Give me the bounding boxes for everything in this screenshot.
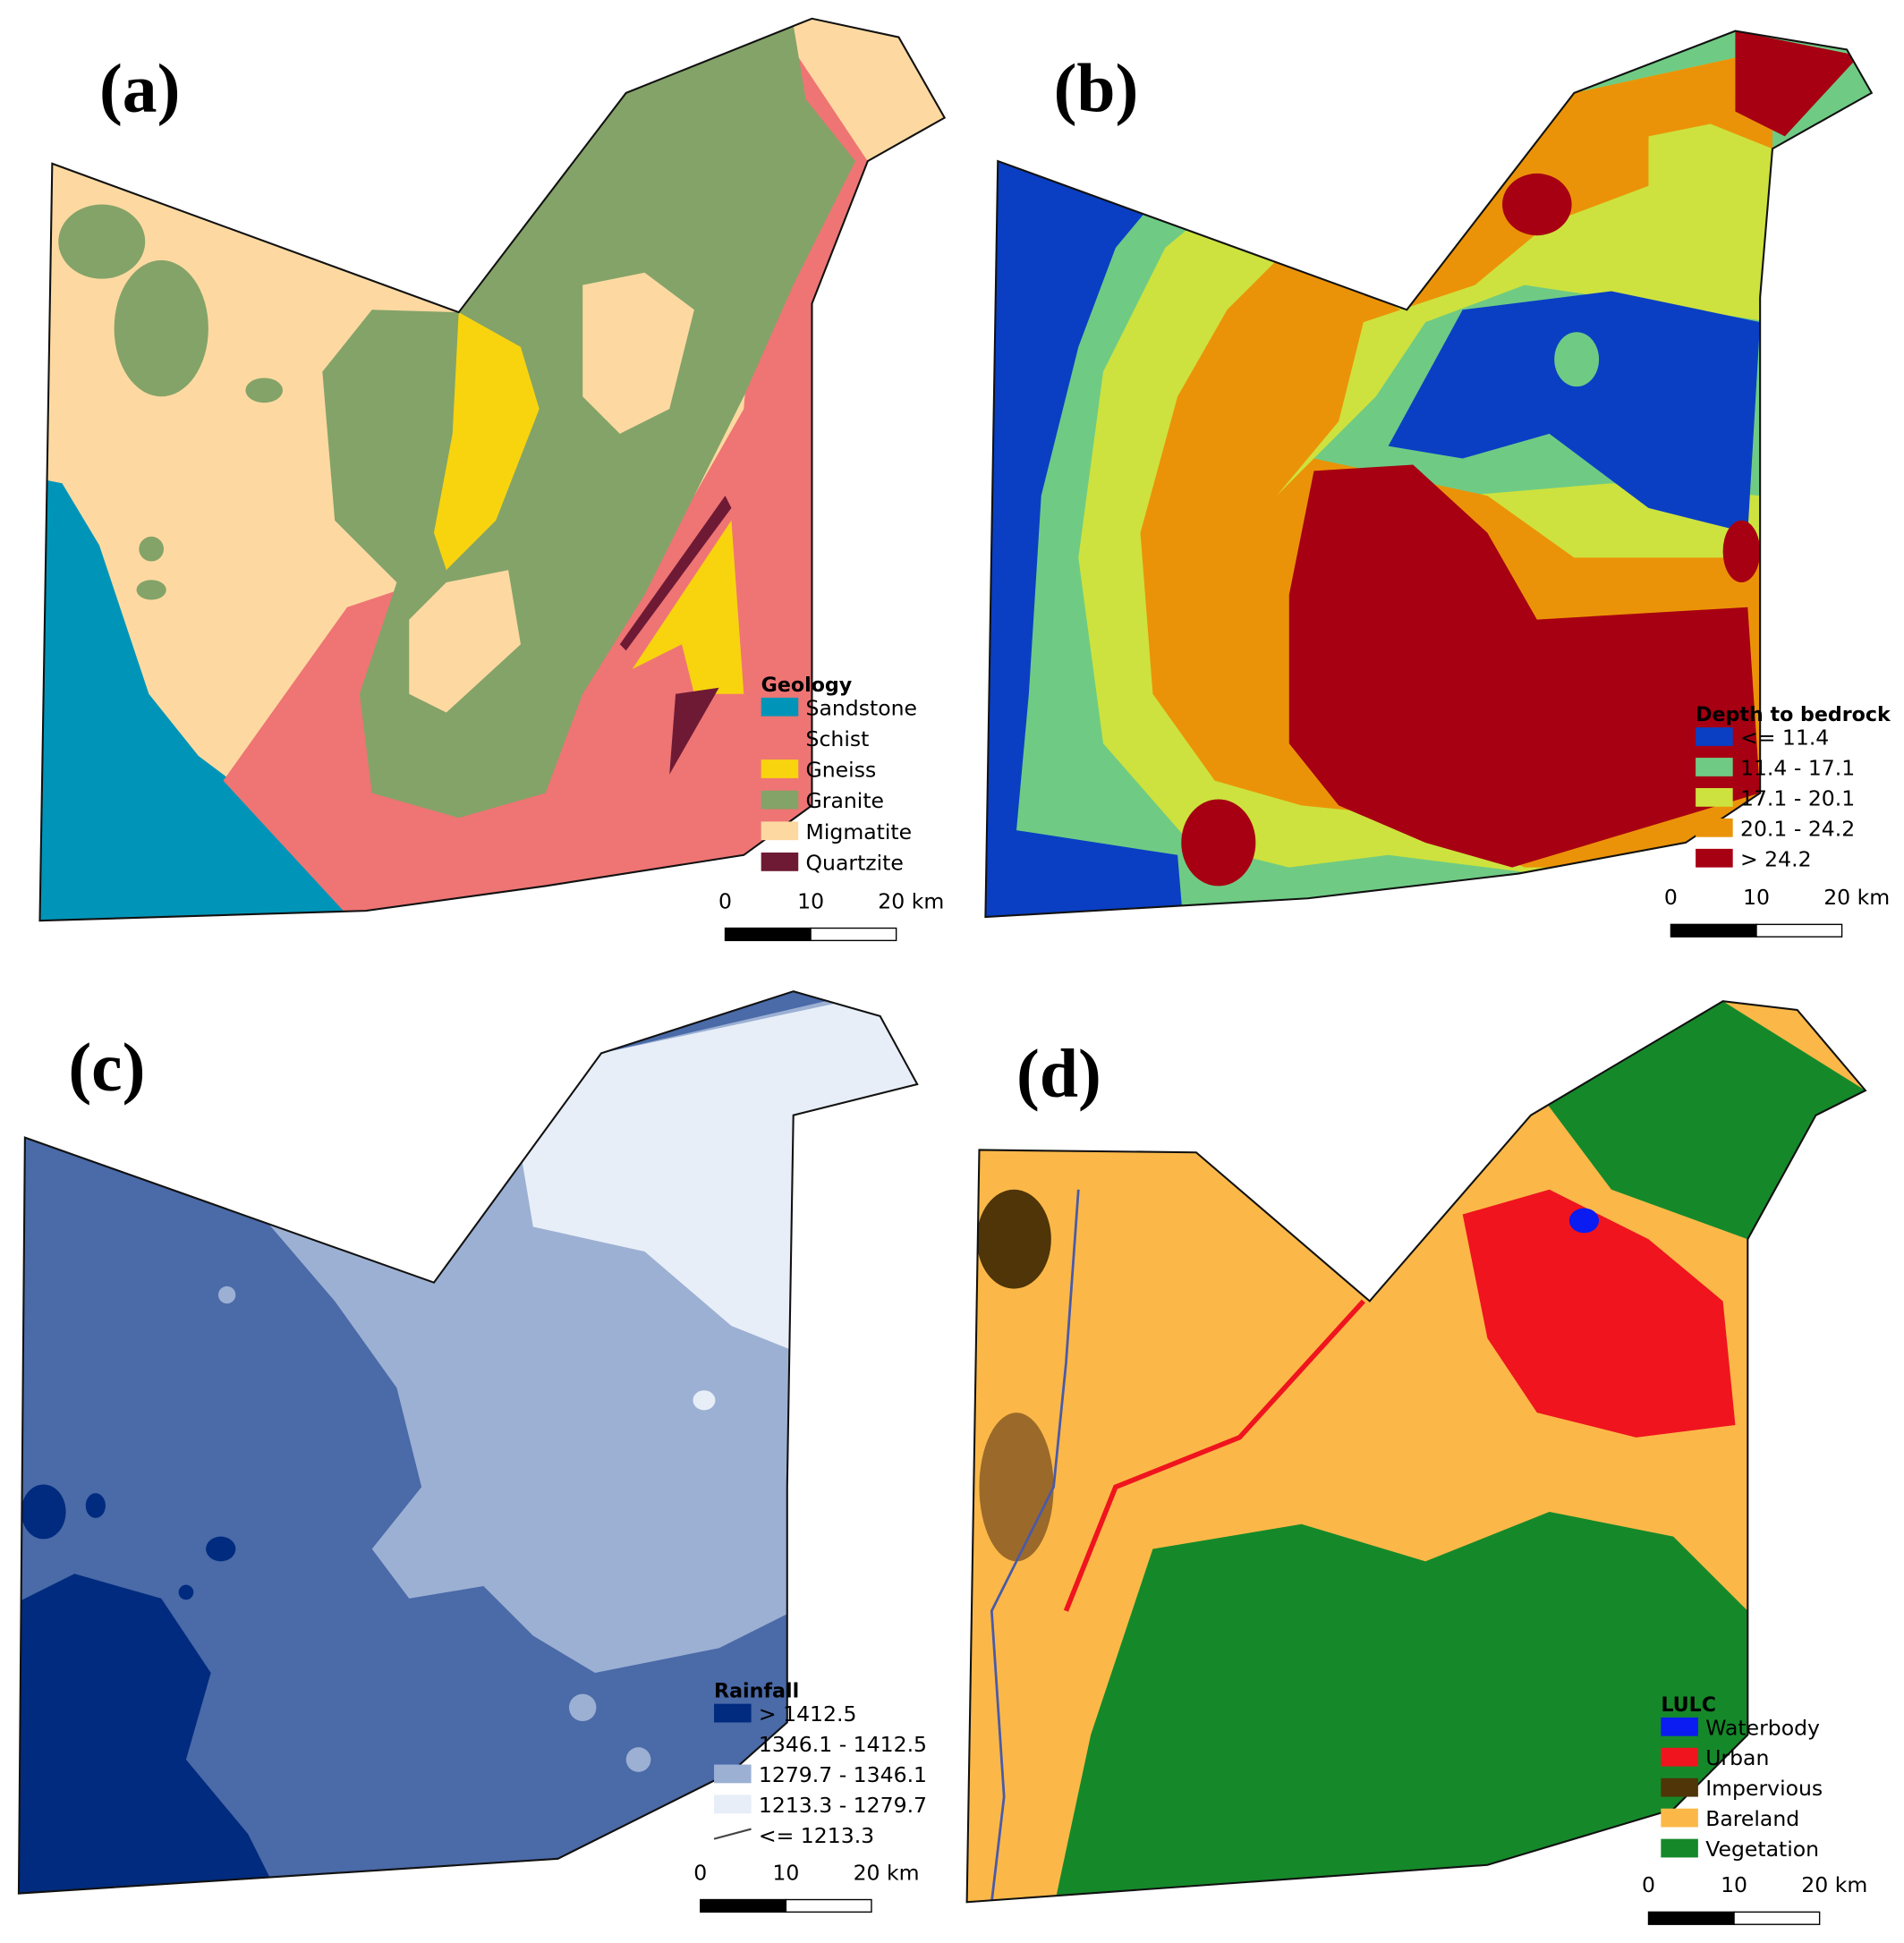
legend-swatch xyxy=(1696,727,1733,746)
legend-label: 20.1 - 24.2 xyxy=(1740,816,1855,841)
boundary xyxy=(38,17,947,922)
legend-swatch xyxy=(1696,818,1733,837)
legend-title: LULC xyxy=(1661,1693,1716,1717)
legend-label: 1279.7 - 1346.1 xyxy=(759,1762,927,1787)
legend-swatch xyxy=(713,1828,752,1840)
scale-label: 10 xyxy=(797,888,824,913)
legend-swatch xyxy=(1661,1778,1698,1797)
scale-bar xyxy=(1733,1911,1821,1925)
panel-label: (a) xyxy=(99,50,180,127)
legend-label: Gneiss xyxy=(806,758,877,783)
scale-label: 20 km xyxy=(854,1860,920,1885)
legend-label: 17.1 - 20.1 xyxy=(1740,785,1855,810)
boundary xyxy=(984,30,1874,919)
scale-bar xyxy=(1647,1911,1735,1925)
legend-swatch xyxy=(761,853,799,871)
scale-label: 0 xyxy=(693,1860,707,1885)
legend-swatch xyxy=(1696,848,1733,868)
legend-swatch xyxy=(714,1734,752,1753)
legend-label: > 1412.5 xyxy=(759,1701,857,1727)
legend-swatch xyxy=(714,1703,752,1723)
legend-swatch xyxy=(1696,787,1733,807)
legend-label: Sandstone xyxy=(806,695,917,720)
legend-swatch xyxy=(761,759,799,778)
legend-label: Urban xyxy=(1705,1745,1769,1770)
legend-label: 1213.3 - 1279.7 xyxy=(759,1793,927,1818)
scale-label: 20 km xyxy=(1823,885,1890,910)
legend-label: Impervious xyxy=(1705,1776,1823,1801)
legend-swatch xyxy=(1661,1808,1698,1828)
legend-swatch xyxy=(761,821,799,841)
legend-swatch xyxy=(761,728,799,748)
legend-swatch xyxy=(1696,758,1733,776)
legend-label: Schist xyxy=(806,726,870,751)
scale-bar xyxy=(1755,923,1843,938)
panel-label: (d) xyxy=(1016,1035,1101,1112)
legend-swatch xyxy=(1661,1747,1698,1767)
legend-swatch xyxy=(714,1764,752,1784)
legend-label: Quartzite xyxy=(806,850,904,875)
legend-swatch xyxy=(1661,1717,1698,1736)
legend-title: Rainfall xyxy=(714,1680,799,1703)
scale-label: 10 xyxy=(772,1860,799,1885)
legend-swatch xyxy=(761,790,799,810)
scale-label: 10 xyxy=(1721,1872,1747,1897)
panel-label: (b) xyxy=(1054,50,1139,127)
boundary xyxy=(965,1000,1867,1904)
scale-bar xyxy=(1670,923,1757,938)
legend-label: Vegetation xyxy=(1705,1837,1819,1862)
scale-label: 0 xyxy=(1664,885,1678,910)
scale-bar xyxy=(700,1898,787,1913)
legend-swatch xyxy=(1661,1838,1698,1858)
scale-bar xyxy=(810,927,897,942)
legend-swatch xyxy=(761,697,799,717)
scale-label: 20 km xyxy=(878,888,944,913)
panel-label: (c) xyxy=(68,1029,145,1106)
legend-label: 11.4 - 17.1 xyxy=(1740,755,1855,780)
legend-title: Depth to bedrock xyxy=(1696,703,1891,726)
scale-label: 0 xyxy=(718,888,732,913)
legend-label: Waterbody xyxy=(1705,1715,1820,1740)
legend-label: Granite xyxy=(806,788,884,813)
legend-label: <= 1213.3 xyxy=(759,1823,874,1848)
scale-label: 10 xyxy=(1743,885,1770,910)
legend-label: Bareland xyxy=(1705,1806,1799,1831)
boundary xyxy=(17,990,919,1895)
scale-bar xyxy=(785,1898,872,1913)
scale-label: 20 km xyxy=(1801,1872,1867,1897)
legend-label: <= 11.4 xyxy=(1740,725,1829,751)
legend-swatch xyxy=(714,1795,752,1814)
legend-label: > 24.2 xyxy=(1740,846,1812,871)
legend-label: Migmatite xyxy=(806,819,913,844)
legend-title: Geology xyxy=(761,674,853,697)
scale-bar xyxy=(724,927,812,942)
scale-label: 0 xyxy=(1642,1872,1655,1897)
legend-label: 1346.1 - 1412.5 xyxy=(759,1732,927,1757)
